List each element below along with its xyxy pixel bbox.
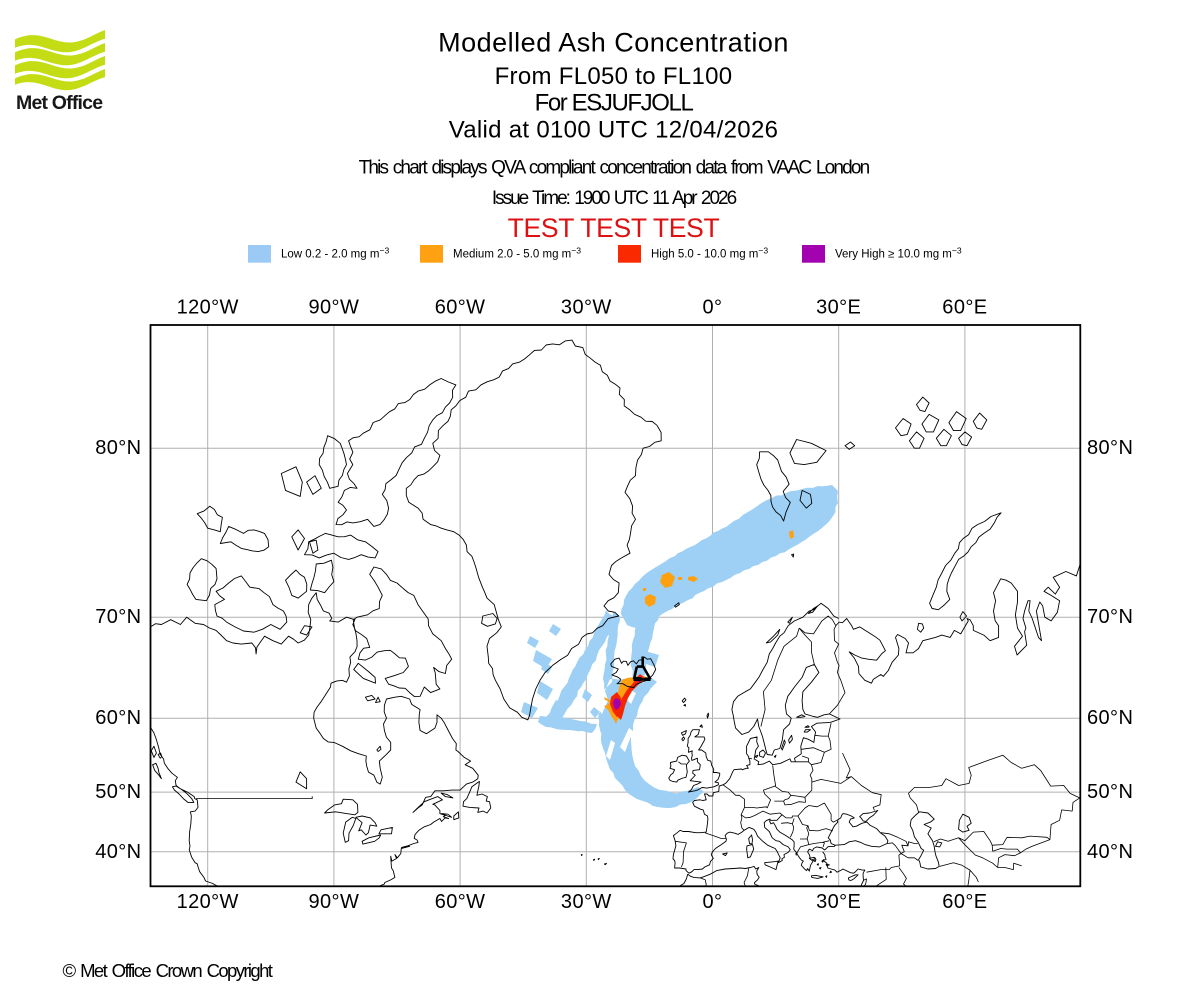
svg-text:Medium 2.0 - 5.0 mg m−3: Medium 2.0 - 5.0 mg m−3 <box>453 246 581 261</box>
svg-text:From FL050 to FL100: From FL050 to FL100 <box>495 63 733 90</box>
svg-text:120°W: 120°W <box>177 891 239 913</box>
svg-text:90°W: 90°W <box>309 891 360 913</box>
svg-text:30°E: 30°E <box>816 891 861 913</box>
svg-text:30°W: 30°W <box>561 891 612 913</box>
svg-text:50°N: 50°N <box>1087 781 1133 803</box>
svg-text:70°N: 70°N <box>1087 606 1133 628</box>
svg-text:50°N: 50°N <box>95 781 141 803</box>
svg-text:30°E: 30°E <box>816 297 861 319</box>
svg-text:0°: 0° <box>703 297 723 319</box>
svg-text:60°E: 60°E <box>942 891 987 913</box>
svg-text:© Met Office Crown Copyright: © Met Office Crown Copyright <box>63 960 273 981</box>
svg-text:120°W: 120°W <box>177 297 239 319</box>
svg-text:90°W: 90°W <box>309 297 360 319</box>
svg-text:0°: 0° <box>703 891 723 913</box>
svg-text:For ESJUFJOLL: For ESJUFJOLL <box>535 90 694 117</box>
svg-text:Modelled Ash Concentration: Modelled Ash Concentration <box>438 28 789 58</box>
svg-text:70°N: 70°N <box>95 606 141 628</box>
svg-text:High 5.0 - 10.0 mg m−3: High 5.0 - 10.0 mg m−3 <box>651 246 768 261</box>
svg-text:30°W: 30°W <box>561 297 612 319</box>
svg-text:Low 0.2 - 2.0 mg m−3: Low 0.2 - 2.0 mg m−3 <box>281 246 389 261</box>
svg-text:60°W: 60°W <box>435 297 486 319</box>
svg-text:60°W: 60°W <box>435 891 486 913</box>
svg-text:Very High ≥ 10.0 mg m−3: Very High ≥ 10.0 mg m−3 <box>835 246 962 261</box>
svg-text:60°N: 60°N <box>95 707 141 729</box>
svg-text:40°N: 40°N <box>95 841 141 863</box>
svg-text:80°N: 80°N <box>95 437 141 459</box>
svg-text:TEST TEST TEST: TEST TEST TEST <box>508 213 720 243</box>
svg-text:60°E: 60°E <box>942 297 987 319</box>
svg-text:Met Office: Met Office <box>16 92 103 114</box>
svg-text:Issue Time: 1900 UTC 11 Apr 20: Issue Time: 1900 UTC 11 Apr 2026 <box>492 188 737 209</box>
svg-text:Valid at 0100 UTC 12/04/2026: Valid at 0100 UTC 12/04/2026 <box>449 116 779 143</box>
svg-text:This chart displays QVA compli: This chart displays QVA compliant concen… <box>359 157 870 178</box>
svg-text:40°N: 40°N <box>1087 841 1133 863</box>
svg-text:60°N: 60°N <box>1087 707 1133 729</box>
svg-text:80°N: 80°N <box>1087 437 1133 459</box>
